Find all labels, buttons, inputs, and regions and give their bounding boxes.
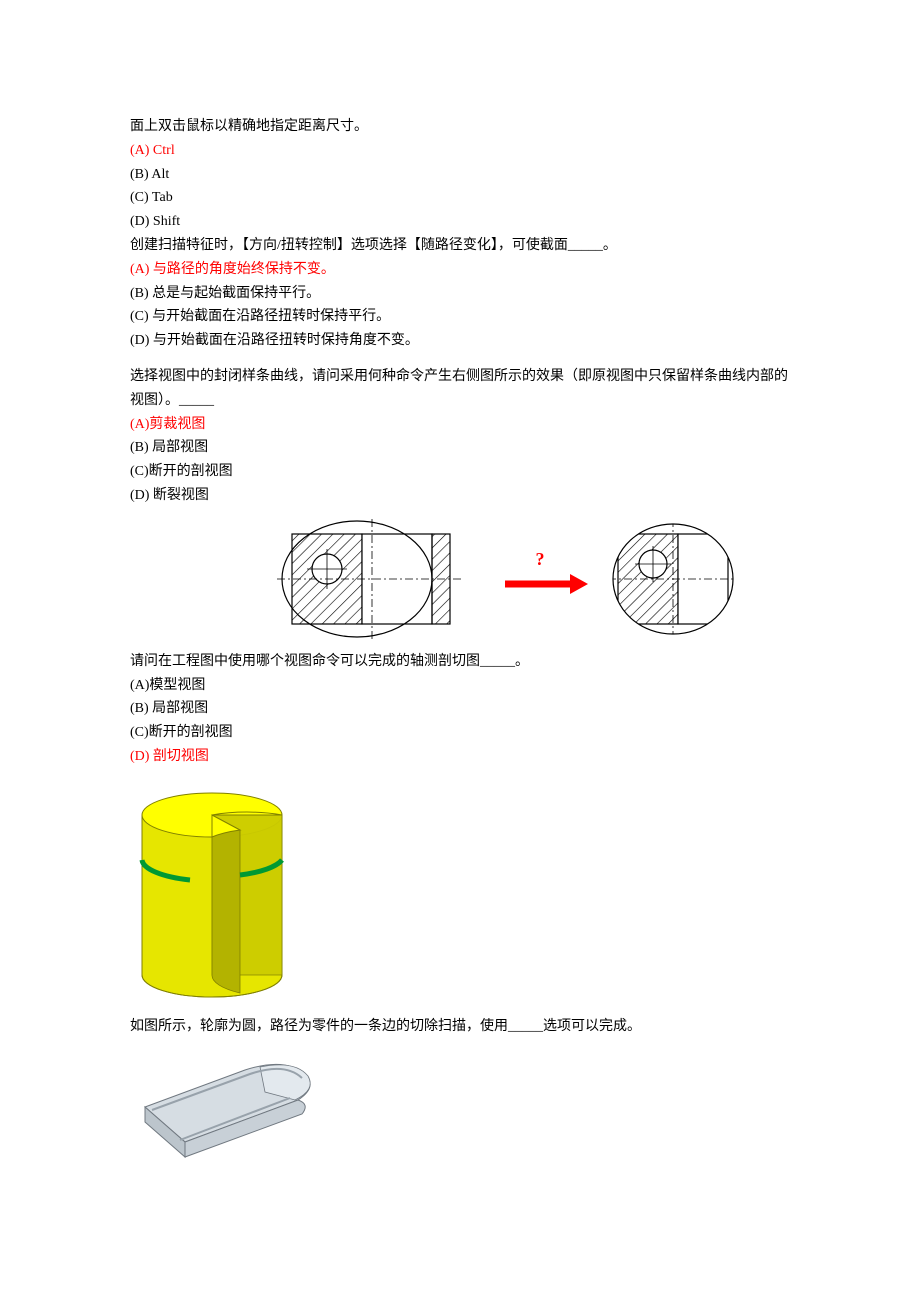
q2-opt-a: (A) 与路径的角度始终保持不变。 xyxy=(130,258,790,282)
question-mark-label: ? xyxy=(536,549,545,569)
page: 面上双击鼠标以精确地指定距离尺寸。 (A) Ctrl (B) Alt (C) T… xyxy=(0,0,920,1302)
q3-right-svg xyxy=(608,514,738,644)
q4-text: 请问在工程图中使用哪个视图命令可以完成的轴测剖切图_____。 xyxy=(130,650,790,674)
q2-opt-b: (B) 总是与起始截面保持平行。 xyxy=(130,282,790,306)
q4-opt-a: (A)模型视图 xyxy=(130,674,790,698)
q4-opt-c: (C)断开的剖视图 xyxy=(130,721,790,745)
q3-opt-b: (B) 局部视图 xyxy=(130,436,790,460)
q5-text: 如图所示，轮廓为圆，路径为零件的一条边的切除扫描，使用_____选项可以完成。 xyxy=(130,1015,790,1039)
q1-opt-c: (C) Tab xyxy=(130,186,790,210)
q4-opt-b: (B) 局部视图 xyxy=(130,697,790,721)
spacer xyxy=(130,353,790,365)
q5-part-svg xyxy=(130,1052,325,1162)
q1-opt-a: (A) Ctrl xyxy=(130,139,790,163)
q1-opt-d: (D) Shift xyxy=(130,210,790,234)
q3-arrow: ? xyxy=(500,549,590,609)
q3-figure: ? xyxy=(130,514,790,644)
q3-opt-c: (C)断开的剖视图 xyxy=(130,460,790,484)
q3-opt-d: (D) 断裂视图 xyxy=(130,484,790,508)
q2-opt-c: (C) 与开始截面在沿路径扭转时保持平行。 xyxy=(130,305,790,329)
q5-figure xyxy=(130,1052,790,1171)
q4-figure xyxy=(130,775,790,1009)
q4-cylinder-svg xyxy=(130,775,295,1000)
q2-text: 创建扫描特征时，【方向/扭转控制】选项选择【随路径变化】，可使截面_____。 xyxy=(130,234,790,258)
q3-text: 选择视图中的封闭样条曲线，请问采用何种命令产生右侧图所示的效果（即原视图中只保留… xyxy=(130,365,790,413)
q2-opt-d: (D) 与开始截面在沿路径扭转时保持角度不变。 xyxy=(130,329,790,353)
q3-opt-a: (A)剪裁视图 xyxy=(130,413,790,437)
q1-text: 面上双击鼠标以精确地指定距离尺寸。 xyxy=(130,115,790,139)
q4-opt-d: (D) 剖切视图 xyxy=(130,745,790,769)
q3-left-svg xyxy=(262,514,482,644)
q1-opt-b: (B) Alt xyxy=(130,163,790,187)
